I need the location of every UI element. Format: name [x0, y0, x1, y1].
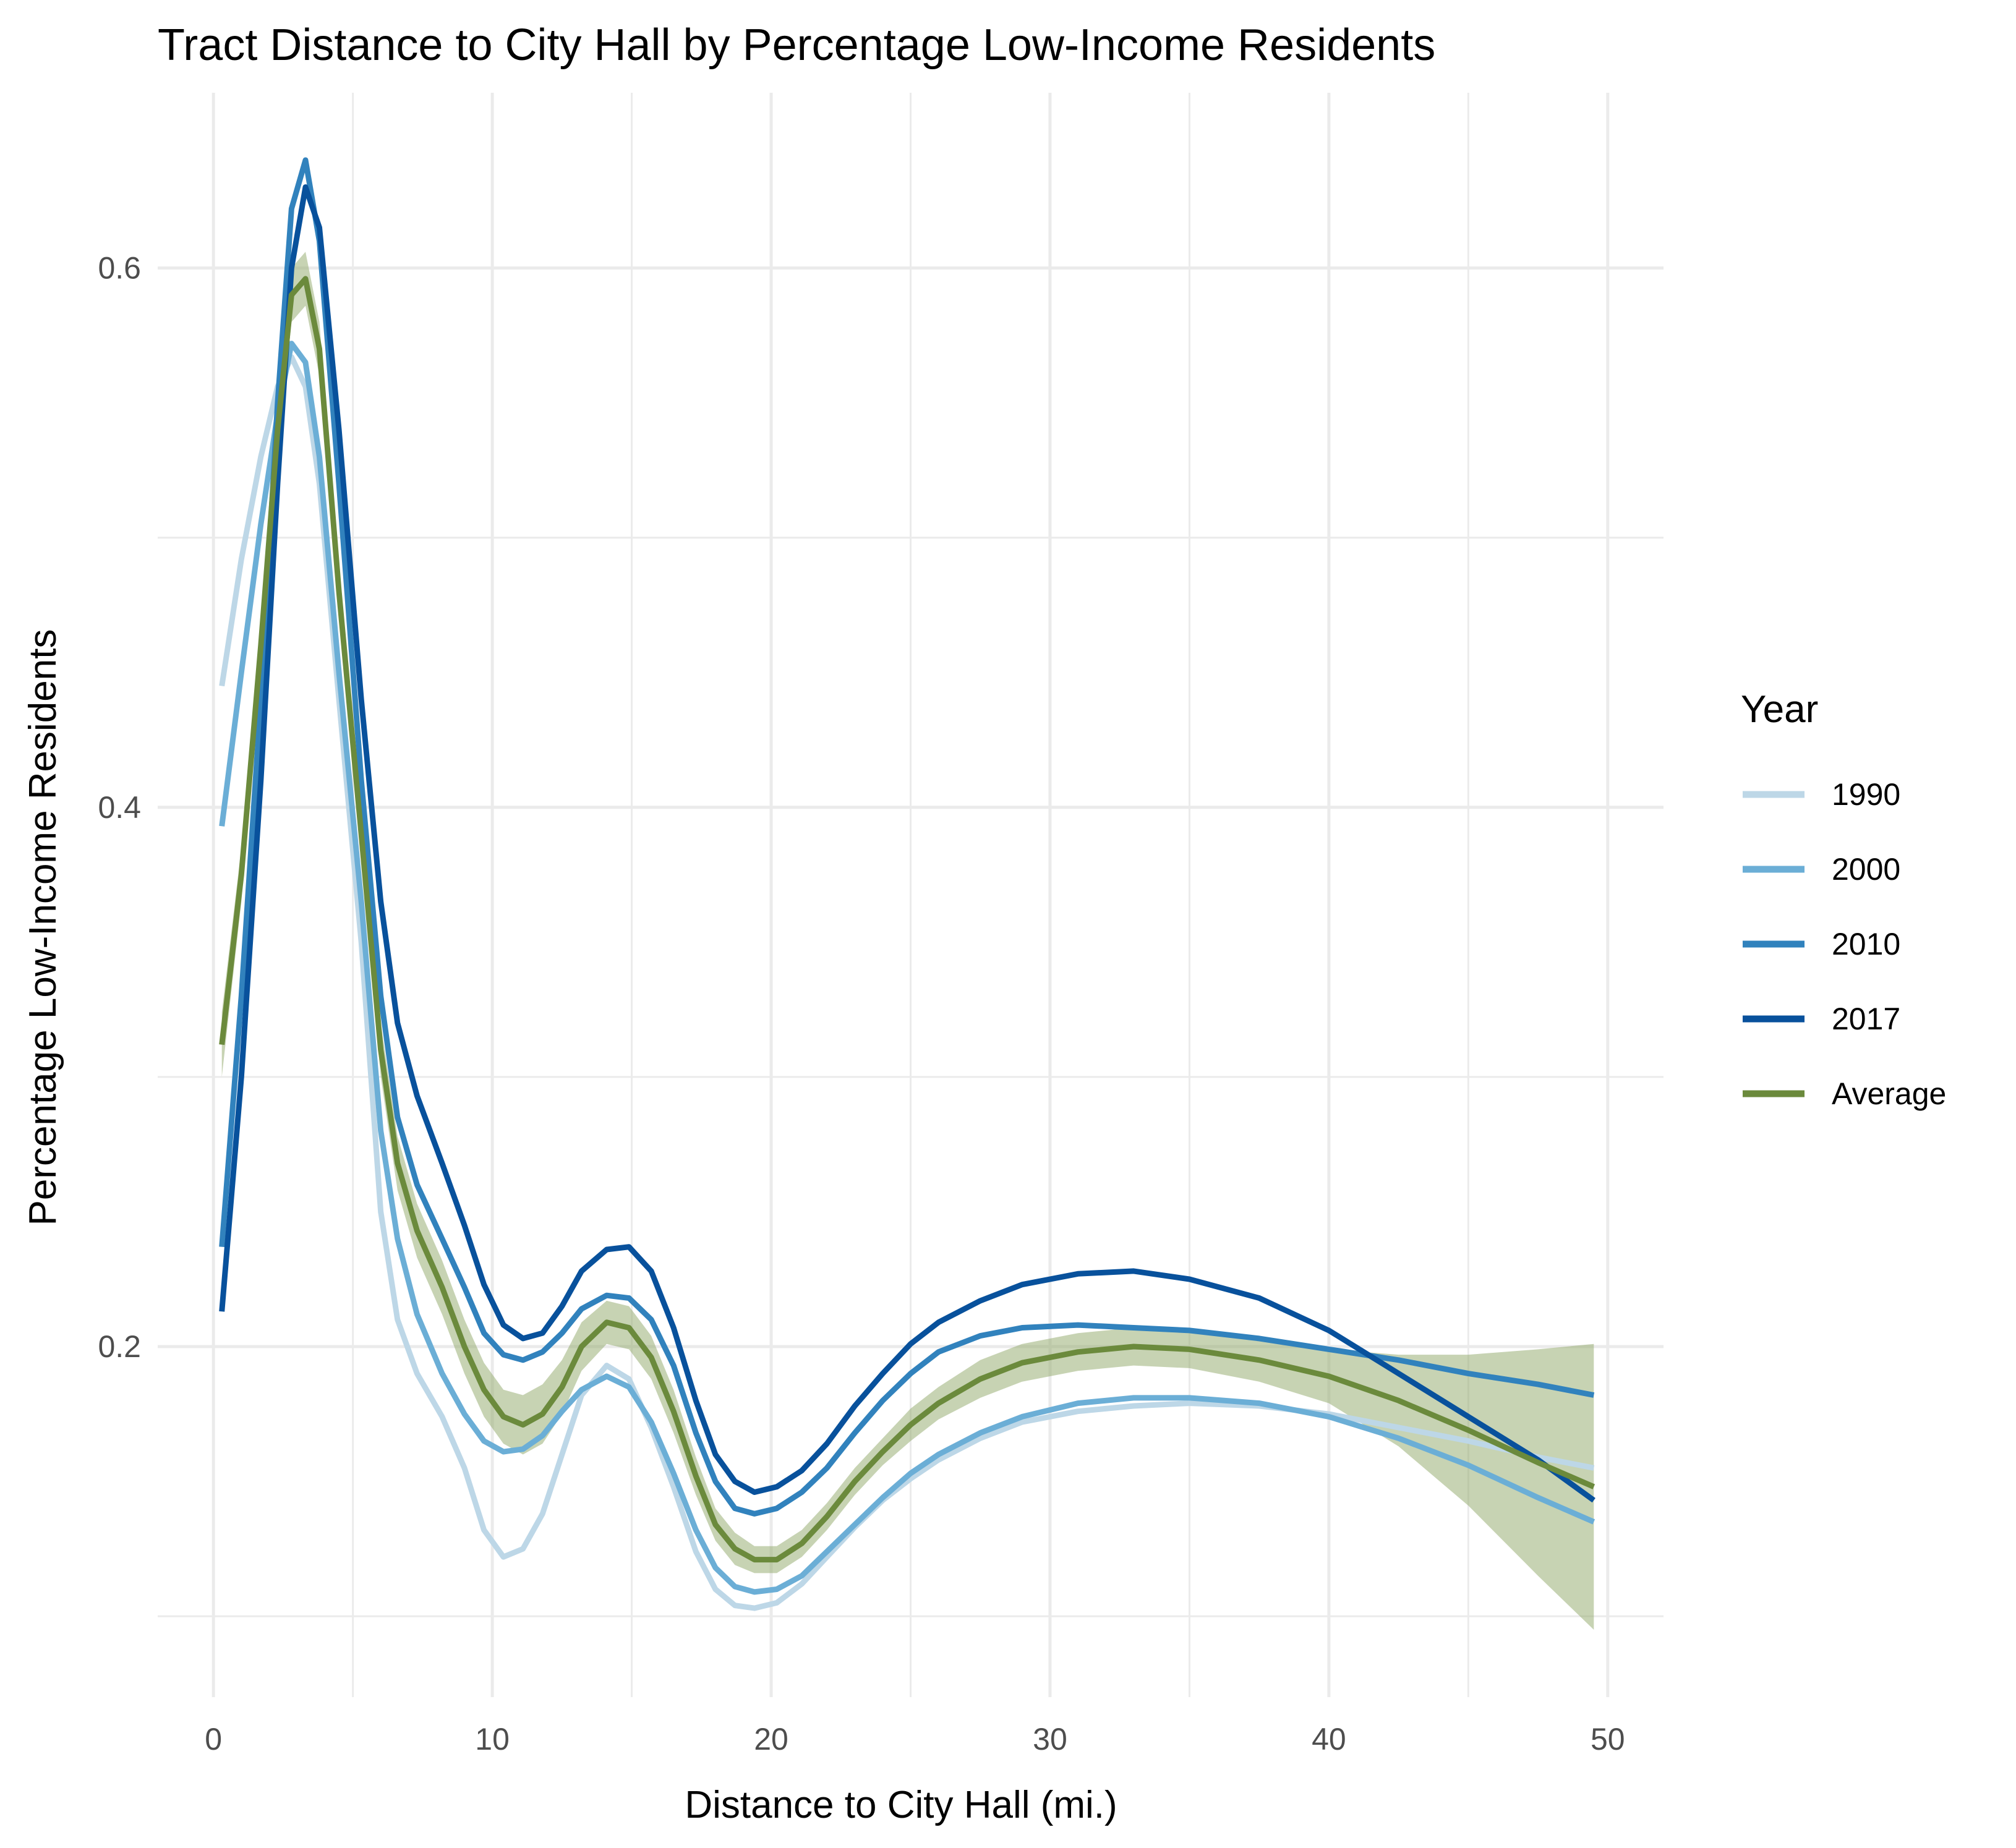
x-tick-label: 30	[1033, 1722, 1067, 1756]
series-line-1990	[219, 354, 1595, 1611]
x-tick-label: 50	[1591, 1722, 1625, 1756]
x-tick-label: 20	[754, 1722, 788, 1756]
legend-label-1990: 1990	[1832, 777, 1900, 812]
series-line-average	[219, 276, 1595, 1563]
y-tick-label: 0.6	[98, 250, 141, 285]
series-line-2017	[219, 184, 1595, 1503]
series-line-2010	[219, 157, 1595, 1517]
legend-title: Year	[1741, 688, 1818, 731]
series-line-2000	[219, 341, 1595, 1595]
legend: Year 1990 2000 2010 2017 Average	[1741, 688, 1946, 1111]
legend-label-average: Average	[1832, 1076, 1946, 1111]
x-axis-ticks: 0 10 20 30 40 50	[205, 1722, 1625, 1756]
y-tick-label: 0.2	[98, 1329, 141, 1364]
x-tick-label: 10	[475, 1722, 510, 1756]
confidence-band-layer	[221, 252, 1594, 1630]
average-confidence-band	[221, 252, 1594, 1630]
y-tick-label: 0.4	[98, 790, 141, 825]
series-lines-layer	[219, 157, 1595, 1611]
legend-label-2017: 2017	[1832, 1002, 1900, 1036]
y-axis-title: Percentage Low-Income Residents	[22, 629, 64, 1226]
legend-label-2010: 2010	[1832, 927, 1900, 961]
legend-label-2000: 2000	[1832, 852, 1900, 887]
y-axis-ticks: 0.2 0.4 0.6	[98, 250, 141, 1364]
legend-items: 1990 2000 2010 2017 Average	[1743, 777, 1946, 1111]
x-tick-label: 40	[1312, 1722, 1346, 1756]
x-axis-title: Distance to City Hall (mi.)	[685, 1784, 1117, 1826]
x-tick-label: 0	[205, 1722, 222, 1756]
chart-title: Tract Distance to City Hall by Percentag…	[158, 20, 1435, 70]
minor-gridlines	[158, 93, 1664, 1697]
